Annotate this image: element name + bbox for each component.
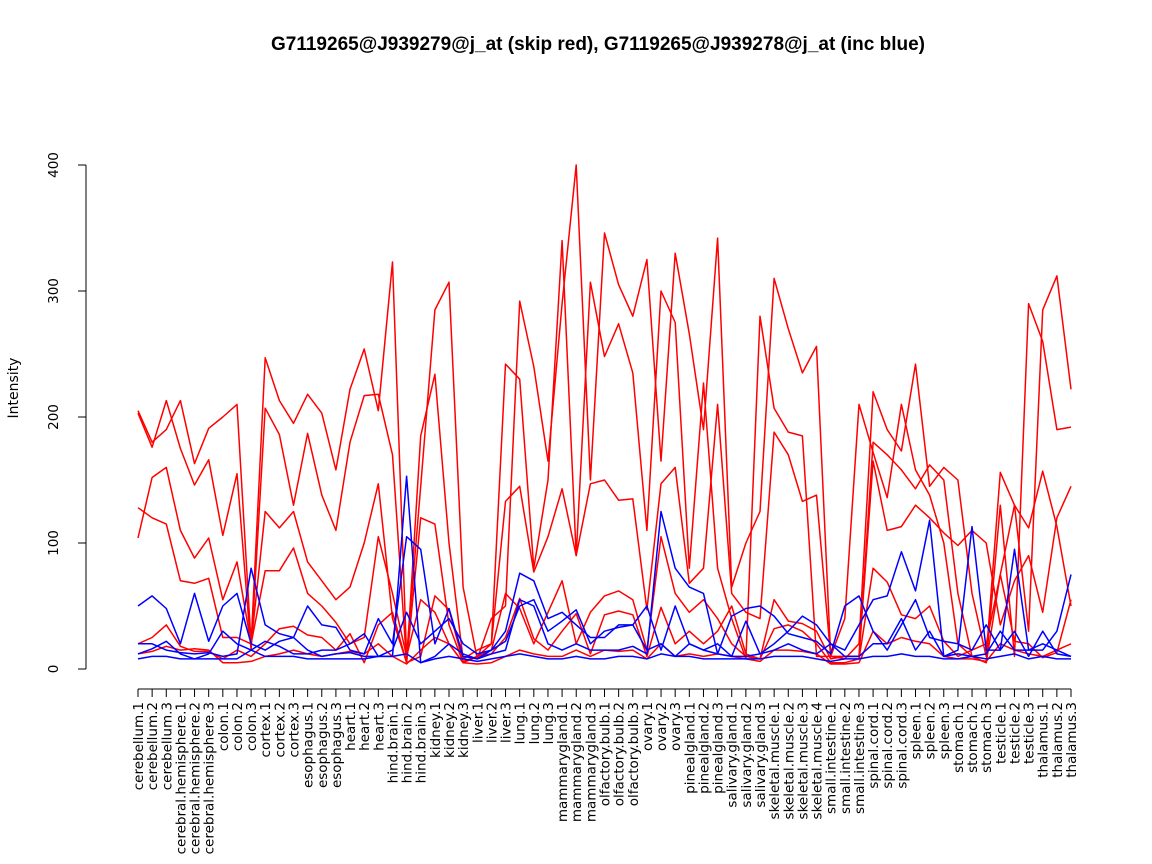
- series-line-7: [138, 475, 1072, 664]
- x-tick-label: spinal.cord.2: [880, 702, 896, 789]
- x-tick-label: salivary.gland.3: [753, 702, 769, 808]
- x-tick-label: liver.1: [470, 702, 486, 743]
- x-tick-label: hind.brain.2: [400, 702, 416, 783]
- x-tick-label: spleen.3: [937, 702, 953, 759]
- y-axis: 0 100 200 300 400: [46, 152, 87, 674]
- x-tick-label: cerebellum.1: [131, 702, 147, 790]
- x-tick-label: lung.1: [513, 702, 529, 744]
- x-tick-label: kidney.2: [442, 702, 458, 758]
- x-tick-label: olfactory.bulb.3: [626, 702, 642, 806]
- x-tick-label: esophagus.2: [315, 702, 331, 788]
- x-tick-label: stomach.3: [979, 702, 995, 773]
- x-tick-label: spinal.cord.1: [866, 702, 882, 789]
- x-tick-label: liver.2: [484, 702, 500, 743]
- x-tick-label: hind.brain.1: [385, 702, 401, 783]
- x-tick-label: cortex.2: [272, 702, 288, 757]
- x-tick-label: mammarygland.2: [569, 702, 585, 822]
- x-tick-label: salivary.gland.2: [739, 702, 755, 808]
- x-tick-label: thalamus.3: [1064, 702, 1080, 778]
- x-tick-label: thalamus.2: [1050, 702, 1066, 778]
- y-tick-label: 200: [46, 404, 62, 430]
- x-tick-label: cerebellum.3: [159, 702, 175, 790]
- x-axis: cerebellum.1cerebellum.2cerebellum.3cere…: [131, 688, 1080, 854]
- x-tick-label: liver.3: [499, 702, 515, 743]
- x-tick-label: mammarygland.3: [583, 702, 599, 822]
- x-tick-label: heart.2: [357, 702, 373, 751]
- x-tick-label: skeletal.muscle.2: [781, 702, 797, 819]
- x-tick-label: kidney.1: [428, 702, 444, 758]
- x-tick-label: testicle.3: [1022, 702, 1038, 764]
- x-tick-label: ovary.3: [668, 702, 684, 751]
- x-tick-label: spinal.cord.3: [894, 702, 910, 789]
- x-tick-label: thalamus.1: [1036, 702, 1052, 778]
- x-tick-label: kidney.3: [456, 702, 472, 758]
- y-tick-label: 100: [46, 530, 62, 556]
- y-tick-label: 300: [46, 278, 62, 304]
- series-line-3: [137, 403, 1072, 664]
- x-tick-label: hind.brain.3: [414, 702, 430, 783]
- x-tick-label: heart.3: [371, 702, 387, 751]
- x-tick-label: pinealgland.3: [711, 702, 727, 794]
- x-tick-label: olfactory.bulb.2: [612, 702, 628, 806]
- x-tick-label: pinealgland.2: [696, 702, 712, 794]
- x-tick-label: cortex.3: [287, 702, 303, 757]
- x-tick-label: testicle.1: [993, 702, 1009, 764]
- x-tick-label: cerebellum.2: [145, 702, 161, 790]
- y-axis-label: Intensity: [6, 358, 22, 419]
- x-tick-label: stomach.2: [965, 702, 981, 773]
- x-tick-label: cortex.1: [258, 702, 274, 757]
- y-tick-label: 0: [46, 665, 62, 674]
- chart-title: G7119265@J939279@j_at (skip red), G71192…: [271, 34, 925, 55]
- x-tick-label: esophagus.3: [329, 702, 345, 788]
- x-tick-label: small.intestine.1: [824, 702, 840, 814]
- series-line-4: [137, 460, 1072, 664]
- x-tick-label: colon.2: [230, 702, 246, 751]
- x-tick-label: small.intestine.2: [838, 702, 854, 814]
- series-line-10: [137, 649, 1071, 664]
- series-line-2: [137, 239, 1072, 664]
- x-tick-label: skeletal.muscle.1: [767, 702, 783, 819]
- x-tick-label: ovary.1: [640, 702, 656, 751]
- x-tick-label: olfactory.bulb.1: [598, 702, 614, 806]
- x-tick-label: esophagus.1: [301, 702, 317, 788]
- x-tick-label: spleen.1: [909, 702, 925, 759]
- x-tick-label: stomach.1: [951, 702, 967, 773]
- x-tick-label: skeletal.muscle.4: [810, 702, 826, 819]
- x-tick-label: colon.3: [244, 702, 260, 751]
- x-tick-label: mammarygland.1: [555, 702, 571, 822]
- x-tick-label: cerebral.hemisphere.2: [188, 702, 204, 854]
- series-line-5: [137, 567, 1072, 664]
- x-tick-label: salivary.gland.1: [725, 702, 741, 808]
- x-tick-label: skeletal.muscle.3: [795, 702, 811, 819]
- x-tick-label: heart.1: [343, 702, 359, 751]
- series-line-8: [137, 519, 1072, 660]
- x-tick-label: lung.2: [527, 702, 543, 744]
- x-tick-label: colon.1: [216, 702, 232, 751]
- x-tick-label: cerebral.hemisphere.3: [202, 702, 218, 854]
- x-tick-label: testicle.2: [1007, 702, 1023, 764]
- x-tick-label: small.intestine.3: [852, 702, 868, 814]
- x-tick-label: pinealgland.1: [682, 702, 698, 794]
- x-tick-label: ovary.2: [654, 702, 670, 751]
- y-tick-label: 400: [46, 152, 62, 178]
- x-tick-label: lung.3: [541, 702, 557, 744]
- x-tick-label: cerebral.hemisphere.1: [173, 702, 189, 854]
- series-line-9: [137, 572, 1072, 660]
- x-tick-label: spleen.2: [923, 702, 939, 759]
- plot-lines: [137, 164, 1072, 665]
- series-line-1: [137, 164, 1072, 660]
